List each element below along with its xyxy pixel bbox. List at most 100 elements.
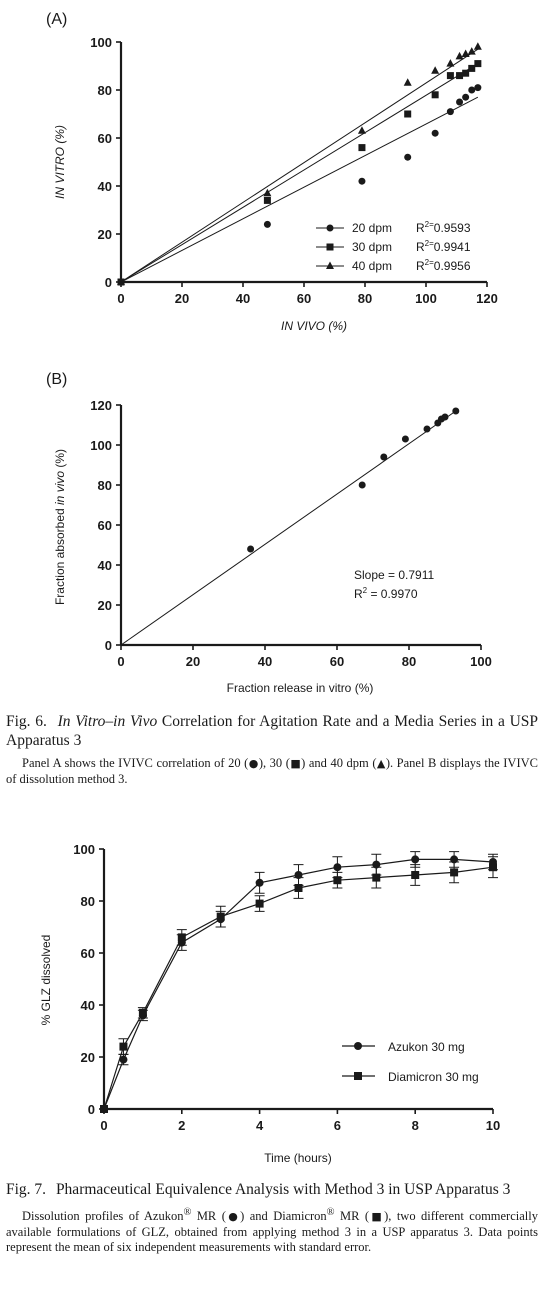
- slope-annotation: Slope = 0.7911: [354, 568, 435, 582]
- legend-c: Azukon 30 mg Diamicron 30 mg: [342, 1040, 479, 1084]
- data-point-circle: [404, 153, 412, 161]
- chart-panel-a: (A) 0 20 40 60 80 100 120 0 20 40 60 80 100 IN VIVO …: [46, 11, 498, 333]
- y-tick-label: 20: [81, 1050, 95, 1065]
- figure-6-title: Fig. 6. In Vitro–in Vivo Correlation for…: [6, 713, 539, 749]
- x-axis-title-a: IN VIVO (%): [281, 319, 347, 333]
- legend-label: 30 dpm: [352, 240, 392, 254]
- x-tick-label: 100: [470, 654, 492, 669]
- data-point-square: [255, 899, 264, 908]
- legend-marker-circle: [326, 224, 334, 232]
- data-point-triangle: [117, 277, 125, 285]
- x-tick-label: 40: [236, 291, 250, 306]
- data-point-square: [263, 196, 271, 204]
- data-point-circle: [333, 863, 342, 872]
- x-tick-label: 6: [334, 1118, 341, 1133]
- data-point-circle: [431, 129, 439, 137]
- x-tick-label: 8: [412, 1118, 419, 1133]
- data-point-square: [333, 876, 342, 885]
- legend-label: 40 dpm: [352, 259, 392, 273]
- fit-line-30-dpm: [120, 63, 479, 283]
- figure-6-caption: Fig. 6. In Vitro–in Vivo Correlation for…: [6, 712, 538, 787]
- y-tick-label: 60: [98, 518, 112, 533]
- data-point-square: [468, 64, 476, 72]
- y-tick-label: 60: [98, 131, 112, 146]
- data-point-circle: [358, 481, 366, 489]
- y-tick-label: 0: [88, 1102, 95, 1117]
- data-point-circle: [247, 545, 255, 553]
- data-point-circle: [263, 220, 271, 228]
- y-tick-label: 100: [90, 438, 112, 453]
- chart-panel-b: (B) 0 20 40 60 80 100 0 20 40 60 80 100 120 Fraction…: [46, 371, 492, 695]
- y-tick-label: 80: [98, 83, 112, 98]
- data-point-circle: [358, 177, 366, 185]
- legend-label: Azukon 30 mg: [388, 1040, 465, 1054]
- legend-marker-square: [326, 243, 334, 251]
- figure-7-caption: Fig. 7. Pharmaceutical Equivalence Analy…: [6, 1180, 538, 1256]
- data-point-square: [372, 873, 381, 882]
- data-point-square: [177, 933, 186, 942]
- y-tick-label: 0: [105, 275, 112, 290]
- data-point-square: [450, 868, 459, 877]
- x-tick-label: 10: [486, 1118, 500, 1133]
- legend-a: 20 dpm R2=0.9593 30 dpm R2=0.9941 40 dpm R2=0…: [316, 220, 471, 273]
- data-point-square: [216, 912, 225, 921]
- x-axis-title-c: Time (hours): [264, 1151, 332, 1165]
- data-point-square: [100, 1105, 108, 1113]
- x-tick-label: 60: [330, 654, 344, 669]
- x-axis-title-b: Fraction release in vitro (%): [227, 681, 374, 695]
- y-tick-label: 100: [73, 842, 95, 857]
- legend-marker-triangle: [326, 261, 334, 269]
- x-tick-label: 4: [256, 1118, 264, 1133]
- fit-line-20-dpm: [120, 96, 479, 283]
- data-point-triangle: [461, 49, 470, 57]
- data-point-square: [404, 110, 412, 118]
- data-point-square: [294, 884, 303, 892]
- legend-r2: R2=0.9593: [416, 220, 471, 235]
- x-tick-label: 80: [402, 654, 416, 669]
- y-tick-label: 20: [98, 227, 112, 242]
- data-point-triangle: [263, 188, 272, 197]
- data-point-circle: [119, 1055, 128, 1064]
- data-point-triangle: [467, 47, 476, 55]
- figure-7-description: Dissolution profiles of Azukon® MR (●) a…: [6, 1207, 538, 1255]
- x-tick-label: 120: [476, 291, 498, 306]
- x-tick-label: 80: [358, 291, 372, 306]
- data-point-triangle: [446, 59, 455, 67]
- figure-6-description: Panel A shows the IVIVC correlation of 2…: [6, 756, 538, 786]
- x-tick-label: 0: [117, 654, 124, 669]
- x-tick-label: 40: [258, 654, 272, 669]
- x-tick-label: 100: [415, 291, 437, 306]
- series-line-circle: [103, 858, 494, 1110]
- x-tick-label: 20: [175, 291, 189, 306]
- data-point-circle: [462, 93, 470, 101]
- data-point-circle: [255, 878, 264, 887]
- y-tick-label: 40: [81, 998, 95, 1013]
- legend-label: 20 dpm: [352, 221, 392, 235]
- data-point-circle: [401, 435, 409, 443]
- data-point-square: [358, 144, 366, 152]
- data-point-square: [462, 69, 470, 77]
- data-point-circle: [468, 86, 476, 94]
- y-tick-label: 100: [90, 35, 112, 50]
- figure-7-title: Fig. 7. Pharmaceutical Equivalence Analy…: [6, 1181, 511, 1198]
- square-symbol-icon: ■: [289, 757, 302, 770]
- legend-label: Diamicron 30 mg: [388, 1070, 479, 1084]
- y-axis-title-a: IN VITRO (%): [53, 125, 67, 199]
- circle-symbol-icon: ●: [225, 1210, 241, 1224]
- y-axis-title-b: Fraction absorbed in vivo (%): [53, 449, 67, 605]
- y-tick-label: 120: [90, 398, 112, 413]
- legend-r2: R2=0.9956: [416, 258, 471, 273]
- x-tick-label: 2: [178, 1118, 185, 1133]
- data-point-square: [138, 1008, 147, 1017]
- y-axis-title-c: % GLZ dissolved: [39, 935, 53, 1026]
- y-tick-label: 80: [81, 894, 95, 909]
- y-tick-label: 40: [98, 179, 112, 194]
- data-point-circle: [441, 413, 449, 421]
- data-point-square: [456, 72, 464, 80]
- data-point-triangle: [473, 42, 482, 50]
- data-point-circle: [423, 425, 431, 433]
- triangle-symbol-icon: ▲: [376, 757, 386, 770]
- data-point-triangle: [431, 66, 440, 74]
- y-tick-label: 60: [81, 946, 95, 961]
